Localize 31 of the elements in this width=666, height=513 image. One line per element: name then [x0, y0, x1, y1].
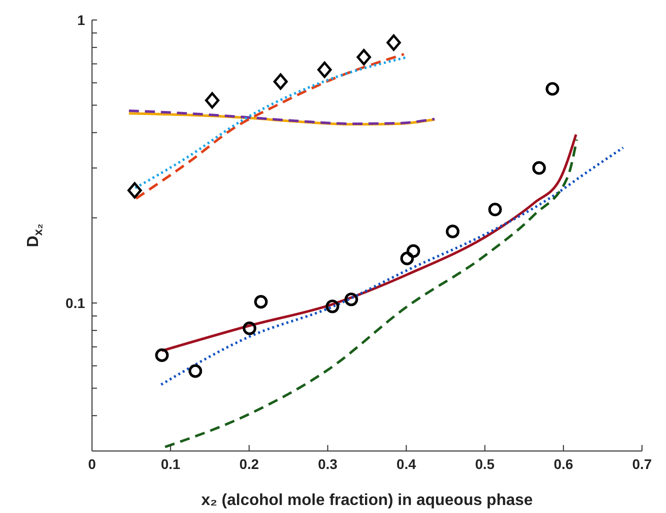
point — [546, 82, 560, 96]
point — [205, 92, 220, 109]
point — [326, 300, 340, 314]
line-series — [128, 109, 436, 125]
point — [386, 34, 401, 51]
point — [155, 348, 169, 362]
point — [188, 364, 202, 378]
x-tick-label: 0.7 — [632, 456, 652, 472]
point — [254, 294, 268, 309]
point — [356, 48, 372, 66]
x-tick-label: 0.1 — [160, 456, 181, 472]
x-tick-label: 0.3 — [318, 456, 338, 472]
point — [344, 292, 358, 306]
x-tick-label: 0.2 — [239, 456, 260, 472]
point — [273, 73, 288, 90]
x-tick-label: 0.4 — [396, 456, 416, 472]
point — [488, 202, 502, 216]
line-series — [160, 146, 624, 386]
line-series — [164, 138, 578, 448]
point — [400, 252, 414, 266]
x-tick-label: 0.6 — [554, 456, 574, 472]
point — [532, 161, 546, 175]
point — [242, 322, 256, 336]
point — [317, 62, 332, 78]
x-axis-title: x₂ (alcohol mole fraction) in aqueous phase — [201, 492, 533, 509]
x-tick-label: 0.5 — [475, 456, 495, 472]
point — [446, 224, 460, 238]
y-tick-label: 1 — [77, 12, 86, 28]
x-tick-label: 0 — [88, 456, 96, 472]
point — [127, 182, 142, 199]
point — [406, 244, 420, 258]
